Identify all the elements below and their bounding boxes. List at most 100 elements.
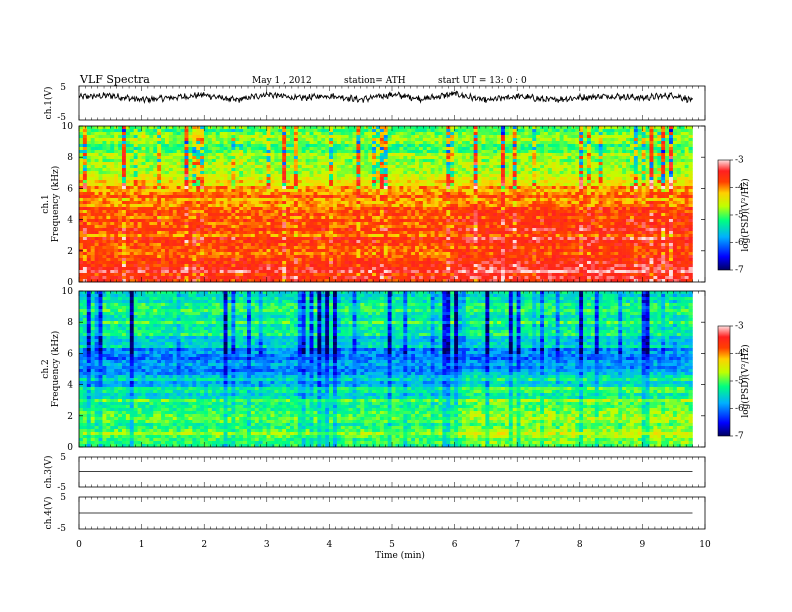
spectrogram-cell bbox=[231, 150, 236, 154]
spectrogram-cell bbox=[383, 207, 388, 211]
spectrogram-cell bbox=[610, 147, 615, 151]
spectrogram-cell bbox=[571, 183, 576, 187]
spectrogram-cell bbox=[196, 138, 201, 142]
spectrogram-cell bbox=[192, 216, 197, 220]
spectrogram-cell bbox=[516, 126, 521, 130]
spectrogram-cell bbox=[676, 204, 682, 208]
spectrogram-cell bbox=[157, 177, 162, 181]
spectrogram-cell bbox=[153, 138, 158, 142]
spectrogram-cell bbox=[473, 204, 478, 208]
spectrogram-cell bbox=[129, 180, 135, 184]
spectrogram-cell bbox=[348, 174, 353, 178]
spectrogram-cell bbox=[157, 198, 162, 202]
spectrogram-cell bbox=[161, 168, 166, 172]
spectrogram-cell bbox=[567, 150, 572, 154]
spectrogram-cell bbox=[137, 138, 142, 142]
spectrogram-cell bbox=[532, 213, 537, 217]
spectrogram-cell bbox=[458, 174, 463, 178]
spectrogram-cell bbox=[90, 147, 95, 151]
spectrogram-cell bbox=[121, 219, 127, 223]
spectrogram-cell bbox=[102, 147, 107, 151]
spectrogram-cell bbox=[344, 147, 349, 151]
spectrogram-cell bbox=[610, 168, 615, 172]
spectrogram-cell bbox=[637, 216, 642, 220]
spectrogram-cell bbox=[106, 132, 111, 136]
spectrogram-cell bbox=[239, 144, 244, 148]
spectrogram-cell bbox=[125, 192, 131, 196]
spectrogram-cell bbox=[672, 168, 678, 172]
spectrogram-cell bbox=[567, 135, 572, 139]
spectrogram-cell bbox=[133, 162, 138, 166]
spectrogram-cell bbox=[563, 144, 568, 148]
spectrogram-cell bbox=[543, 132, 549, 136]
spectrogram-cell bbox=[415, 183, 420, 187]
spectrogram-cell bbox=[223, 162, 228, 166]
spectrogram-cell bbox=[688, 186, 693, 190]
spectrogram-cell bbox=[633, 171, 639, 175]
spectrogram-cell bbox=[188, 192, 193, 196]
spectrogram-cell bbox=[176, 150, 181, 154]
spectrogram-cell bbox=[207, 183, 213, 187]
spectrogram-cell bbox=[641, 192, 646, 196]
spectrogram-cell bbox=[282, 171, 287, 175]
spectrogram-cell bbox=[270, 192, 275, 196]
spectrogram-cell bbox=[516, 138, 521, 142]
ch1-spectrogram-cells bbox=[79, 126, 693, 283]
spectrogram-cell bbox=[626, 126, 631, 130]
spectrogram-cell bbox=[563, 159, 568, 163]
spectrogram-cell bbox=[161, 162, 166, 166]
spectrogram-cell bbox=[383, 183, 388, 187]
spectrogram-cell bbox=[258, 165, 263, 169]
spectrogram-cell bbox=[583, 126, 588, 130]
spectrogram-cell bbox=[348, 156, 353, 160]
spectrogram-cell bbox=[602, 171, 607, 175]
spectrogram-cell bbox=[567, 183, 572, 187]
spectrogram-cell bbox=[422, 189, 428, 193]
spectrogram-cell bbox=[266, 153, 271, 157]
spectrogram-cell bbox=[493, 162, 498, 166]
spectrogram-cell bbox=[501, 213, 506, 217]
spectrogram-cell bbox=[329, 198, 334, 202]
spectrogram-cell bbox=[465, 126, 471, 130]
spectrogram-cell bbox=[114, 138, 119, 142]
spectrogram-cell bbox=[266, 186, 271, 190]
spectrogram-cell bbox=[145, 159, 150, 163]
spectrogram-cell bbox=[543, 174, 549, 178]
spectrogram-cell bbox=[356, 171, 361, 175]
spectrogram-cell bbox=[368, 204, 373, 208]
spectrogram-cell bbox=[426, 162, 431, 166]
spectrogram-cell bbox=[200, 153, 205, 157]
spectrogram-cell bbox=[118, 213, 123, 217]
spectrogram-cell bbox=[606, 195, 611, 199]
spectrogram-cell bbox=[551, 126, 557, 130]
spectrogram-cell bbox=[665, 153, 670, 157]
spectrogram-cell bbox=[586, 177, 592, 181]
spectrogram-cell bbox=[520, 213, 525, 217]
spectrogram-cell bbox=[137, 129, 142, 133]
spectrogram-cell bbox=[399, 189, 404, 193]
spectrogram-cell bbox=[438, 153, 443, 157]
spectrogram-cell bbox=[129, 219, 135, 223]
spectrogram-cell bbox=[336, 165, 342, 169]
spectrogram-cell bbox=[94, 186, 99, 190]
spectrogram-cell bbox=[180, 147, 185, 151]
spectrogram-cell bbox=[422, 216, 428, 220]
spectrogram-cell bbox=[364, 180, 369, 184]
spectrogram-cell bbox=[430, 210, 435, 214]
spectrogram-cell bbox=[250, 159, 256, 163]
spectrogram-cell bbox=[446, 132, 451, 136]
spectrogram-cell bbox=[86, 144, 92, 148]
spectrogram-cell bbox=[403, 204, 408, 208]
spectrogram-cell bbox=[567, 171, 572, 175]
spectrogram-cell bbox=[266, 141, 271, 145]
spectrogram-cell bbox=[493, 186, 498, 190]
spectrogram-cell bbox=[157, 219, 162, 223]
spectrogram-cell bbox=[137, 132, 142, 136]
spectrogram-cell bbox=[387, 195, 392, 199]
spectrogram-cell bbox=[223, 159, 228, 163]
spectrogram-cell bbox=[364, 129, 369, 133]
spectrogram-cell bbox=[121, 147, 127, 151]
spectrogram-cell bbox=[586, 129, 592, 133]
spectrogram-cell bbox=[274, 201, 279, 205]
spectrogram-cell bbox=[520, 219, 525, 223]
